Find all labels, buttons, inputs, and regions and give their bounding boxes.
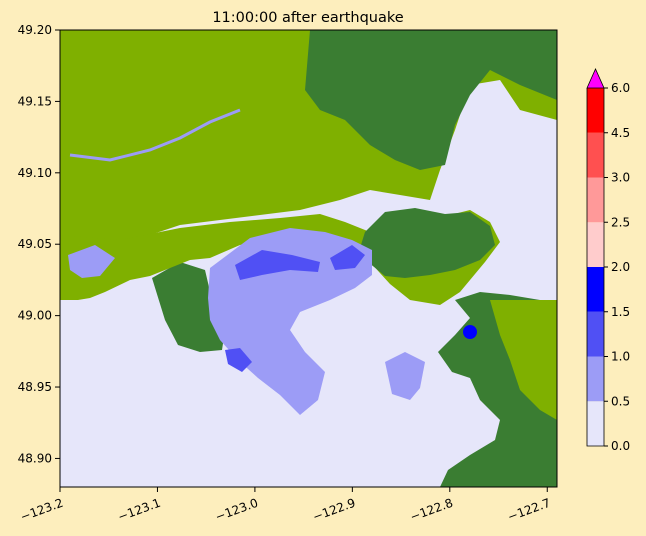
colorbar-segment (587, 311, 604, 357)
south-lowland-slope (490, 300, 557, 420)
inundation-zone-east (385, 352, 425, 400)
x-axis: −123.2 −123.1 −123.0 −122.9 −122.8 −122.7 (18, 487, 552, 524)
y-tick-label: 49.00 (18, 309, 52, 323)
x-tick-label: −123.1 (116, 496, 163, 524)
north-shore-highland (305, 30, 557, 170)
inundation-deep-2 (330, 245, 365, 270)
colorbar-segment (587, 267, 604, 312)
y-tick-label: 49.05 (18, 237, 52, 251)
colorbar-tick-label: 3.0 (611, 171, 630, 185)
colorbar-tick-label: 2.0 (611, 260, 630, 274)
colorbar-tick-label: 2.5 (611, 215, 630, 229)
colorbar-segment (587, 356, 604, 402)
y-tick-label: 49.10 (18, 166, 52, 180)
colorbar: 0.0 0.5 1.0 1.5 2.0 2.5 3.0 4.5 6.0 (586, 68, 630, 453)
river-channel (69, 108, 241, 162)
colorbar-tick-label: 0.0 (611, 439, 630, 453)
x-tick-label: −123.0 (213, 496, 260, 524)
colorbar-tick-label: 1.0 (611, 350, 630, 364)
inundation-hotspot (463, 325, 477, 339)
colorbar-tick-label: 1.5 (611, 305, 630, 319)
delta-peninsula-upland (152, 262, 225, 352)
y-tick-label: 48.95 (18, 380, 52, 394)
x-tick-label: −122.8 (408, 496, 455, 524)
inundation-deep-3 (225, 348, 252, 372)
colorbar-tick-label: 0.5 (611, 394, 630, 408)
colorbar-tick-label: 6.0 (611, 81, 630, 95)
colorbar-extend-arrow (586, 68, 605, 89)
colorbar-segment (587, 401, 604, 446)
x-tick-label: −123.2 (18, 496, 65, 524)
chart-title: 11:00:00 after earthquake (212, 10, 403, 26)
plot-area (59, 29, 558, 488)
y-tick-label: 49.15 (18, 94, 52, 108)
y-axis: 48.90 48.95 49.00 49.05 49.10 49.15 49.20 (18, 23, 60, 465)
plot-frame (59, 29, 558, 488)
colorbar-segment (587, 88, 604, 133)
inundation-zone-west (68, 245, 115, 278)
inundation-deep-1 (235, 250, 320, 280)
colorbar-segment (587, 177, 604, 223)
point-roberts-upland (360, 208, 495, 278)
colorbar-segment (587, 132, 604, 178)
colorbar-tick-label: 4.5 (611, 126, 630, 140)
x-tick-label: −122.9 (311, 496, 358, 524)
x-tick-label: −122.7 (506, 496, 553, 524)
colorbar-segment (587, 222, 604, 267)
y-tick-label: 49.20 (18, 23, 52, 37)
y-tick-label: 48.90 (18, 451, 52, 465)
